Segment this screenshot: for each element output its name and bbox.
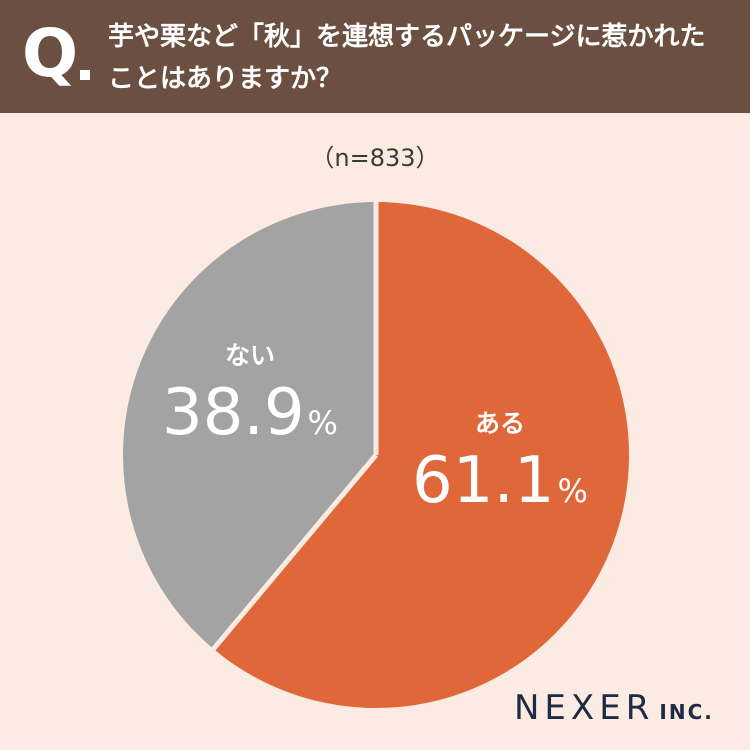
- slice-label-2: ない: [225, 341, 275, 370]
- question-header: Q 芋や栗など「秋」を連想するパッケージに惹かれた ことはありますか？: [0, 0, 750, 113]
- question-line-2: ことはありますか？: [108, 64, 343, 94]
- slice-value-2: 38.9%: [162, 376, 338, 450]
- slice-value-number-1: 61.1: [412, 444, 555, 518]
- q-dot-icon: [80, 70, 90, 80]
- sample-size: （n=833）: [310, 144, 440, 172]
- slice-value-unit-2: %: [308, 404, 338, 442]
- slice-value-unit-1: %: [558, 472, 588, 510]
- question-line-1: 芋や栗など「秋」を連想するパッケージに惹かれた: [108, 22, 706, 52]
- pie-slice-2: [123, 202, 376, 649]
- slice-value-1: 61.1%: [412, 444, 588, 518]
- brand-name: NEXER: [514, 688, 655, 728]
- q-mark: Q: [22, 15, 79, 92]
- brand-suffix: INC.: [659, 700, 714, 724]
- slice-label-1: ある: [475, 409, 525, 438]
- brand-logo: NEXER INC.: [514, 688, 714, 728]
- slice-separator-2: [210, 453, 378, 653]
- slice-value-number-2: 38.9: [162, 376, 305, 450]
- question-text: 芋や栗など「秋」を連想するパッケージに惹かれた ことはありますか？: [108, 16, 738, 100]
- pie-slice-1: [213, 202, 630, 708]
